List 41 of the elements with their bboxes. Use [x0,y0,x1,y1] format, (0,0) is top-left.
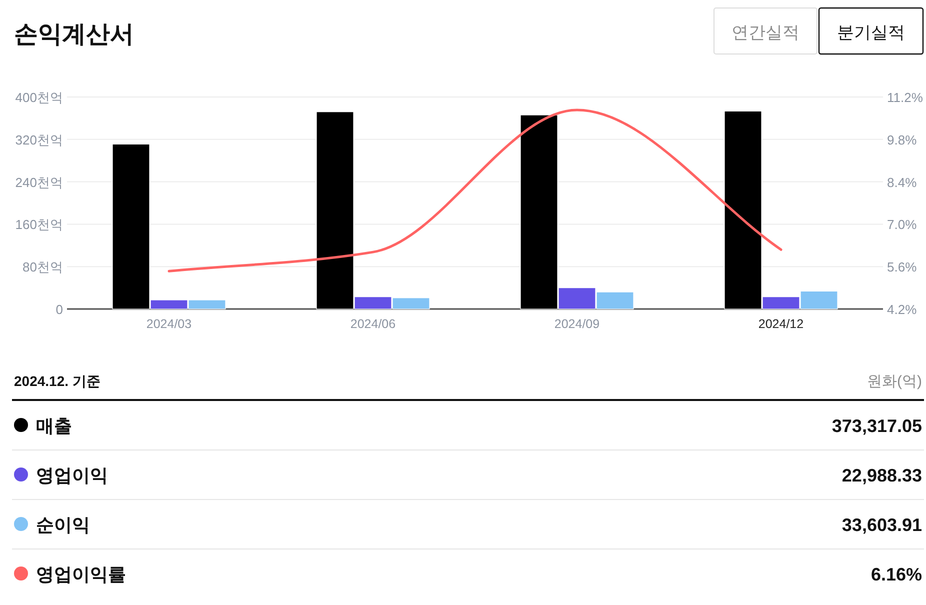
text: 33,603.91 [842,515,922,535]
bar [724,110,762,310]
y2-tick-label: 4.2% [887,302,918,317]
text: 2024.12. 기준 [14,373,100,389]
bar [150,300,188,310]
bar [800,290,838,310]
y-tick-label: 240천억 [15,174,63,190]
y-tick-label: 160천억 [15,217,63,232]
bar [112,144,150,310]
legend-label: 영업이익 [36,466,108,486]
bar [520,114,558,310]
x-tick-label: 2024/12 [758,317,804,331]
chart-title: 손익계산서 [14,21,134,48]
bar [596,292,634,310]
x-tick-label: 2024/03 [146,317,192,331]
text: 분기실적 [837,23,905,42]
legend-label: 영업이익률 [36,564,126,584]
x-tick-label: 2024/09 [554,317,600,331]
y2-tick-label: 5.6% [887,260,918,275]
y2-tick-label: 7.0% [887,217,918,232]
text: 연간실적 [732,23,800,42]
y-tick-label: 400천억 [15,90,63,105]
y-tick-label: 320천억 [15,132,63,148]
text: 373,317.05 [832,416,922,436]
y2-tick-label: 8.4% [887,174,918,190]
bar [762,296,800,310]
y2-tick-label: 11.2% [887,90,924,105]
text: 22,988.33 [842,466,922,486]
legend-label: 순이익 [36,515,90,535]
x-tick-label: 2024/06 [350,317,396,331]
y2-tick-label: 9.8% [887,132,918,148]
y-tick-label: 80천억 [22,260,63,275]
bar [354,296,392,310]
y-tick-label: 0 [56,302,63,317]
bar [316,112,354,310]
bar [558,288,596,310]
bar [188,300,226,310]
text: 6.16% [870,564,922,584]
text: 원화(억) [867,373,922,390]
bar [392,298,430,310]
legend-label: 매출 [36,416,72,436]
